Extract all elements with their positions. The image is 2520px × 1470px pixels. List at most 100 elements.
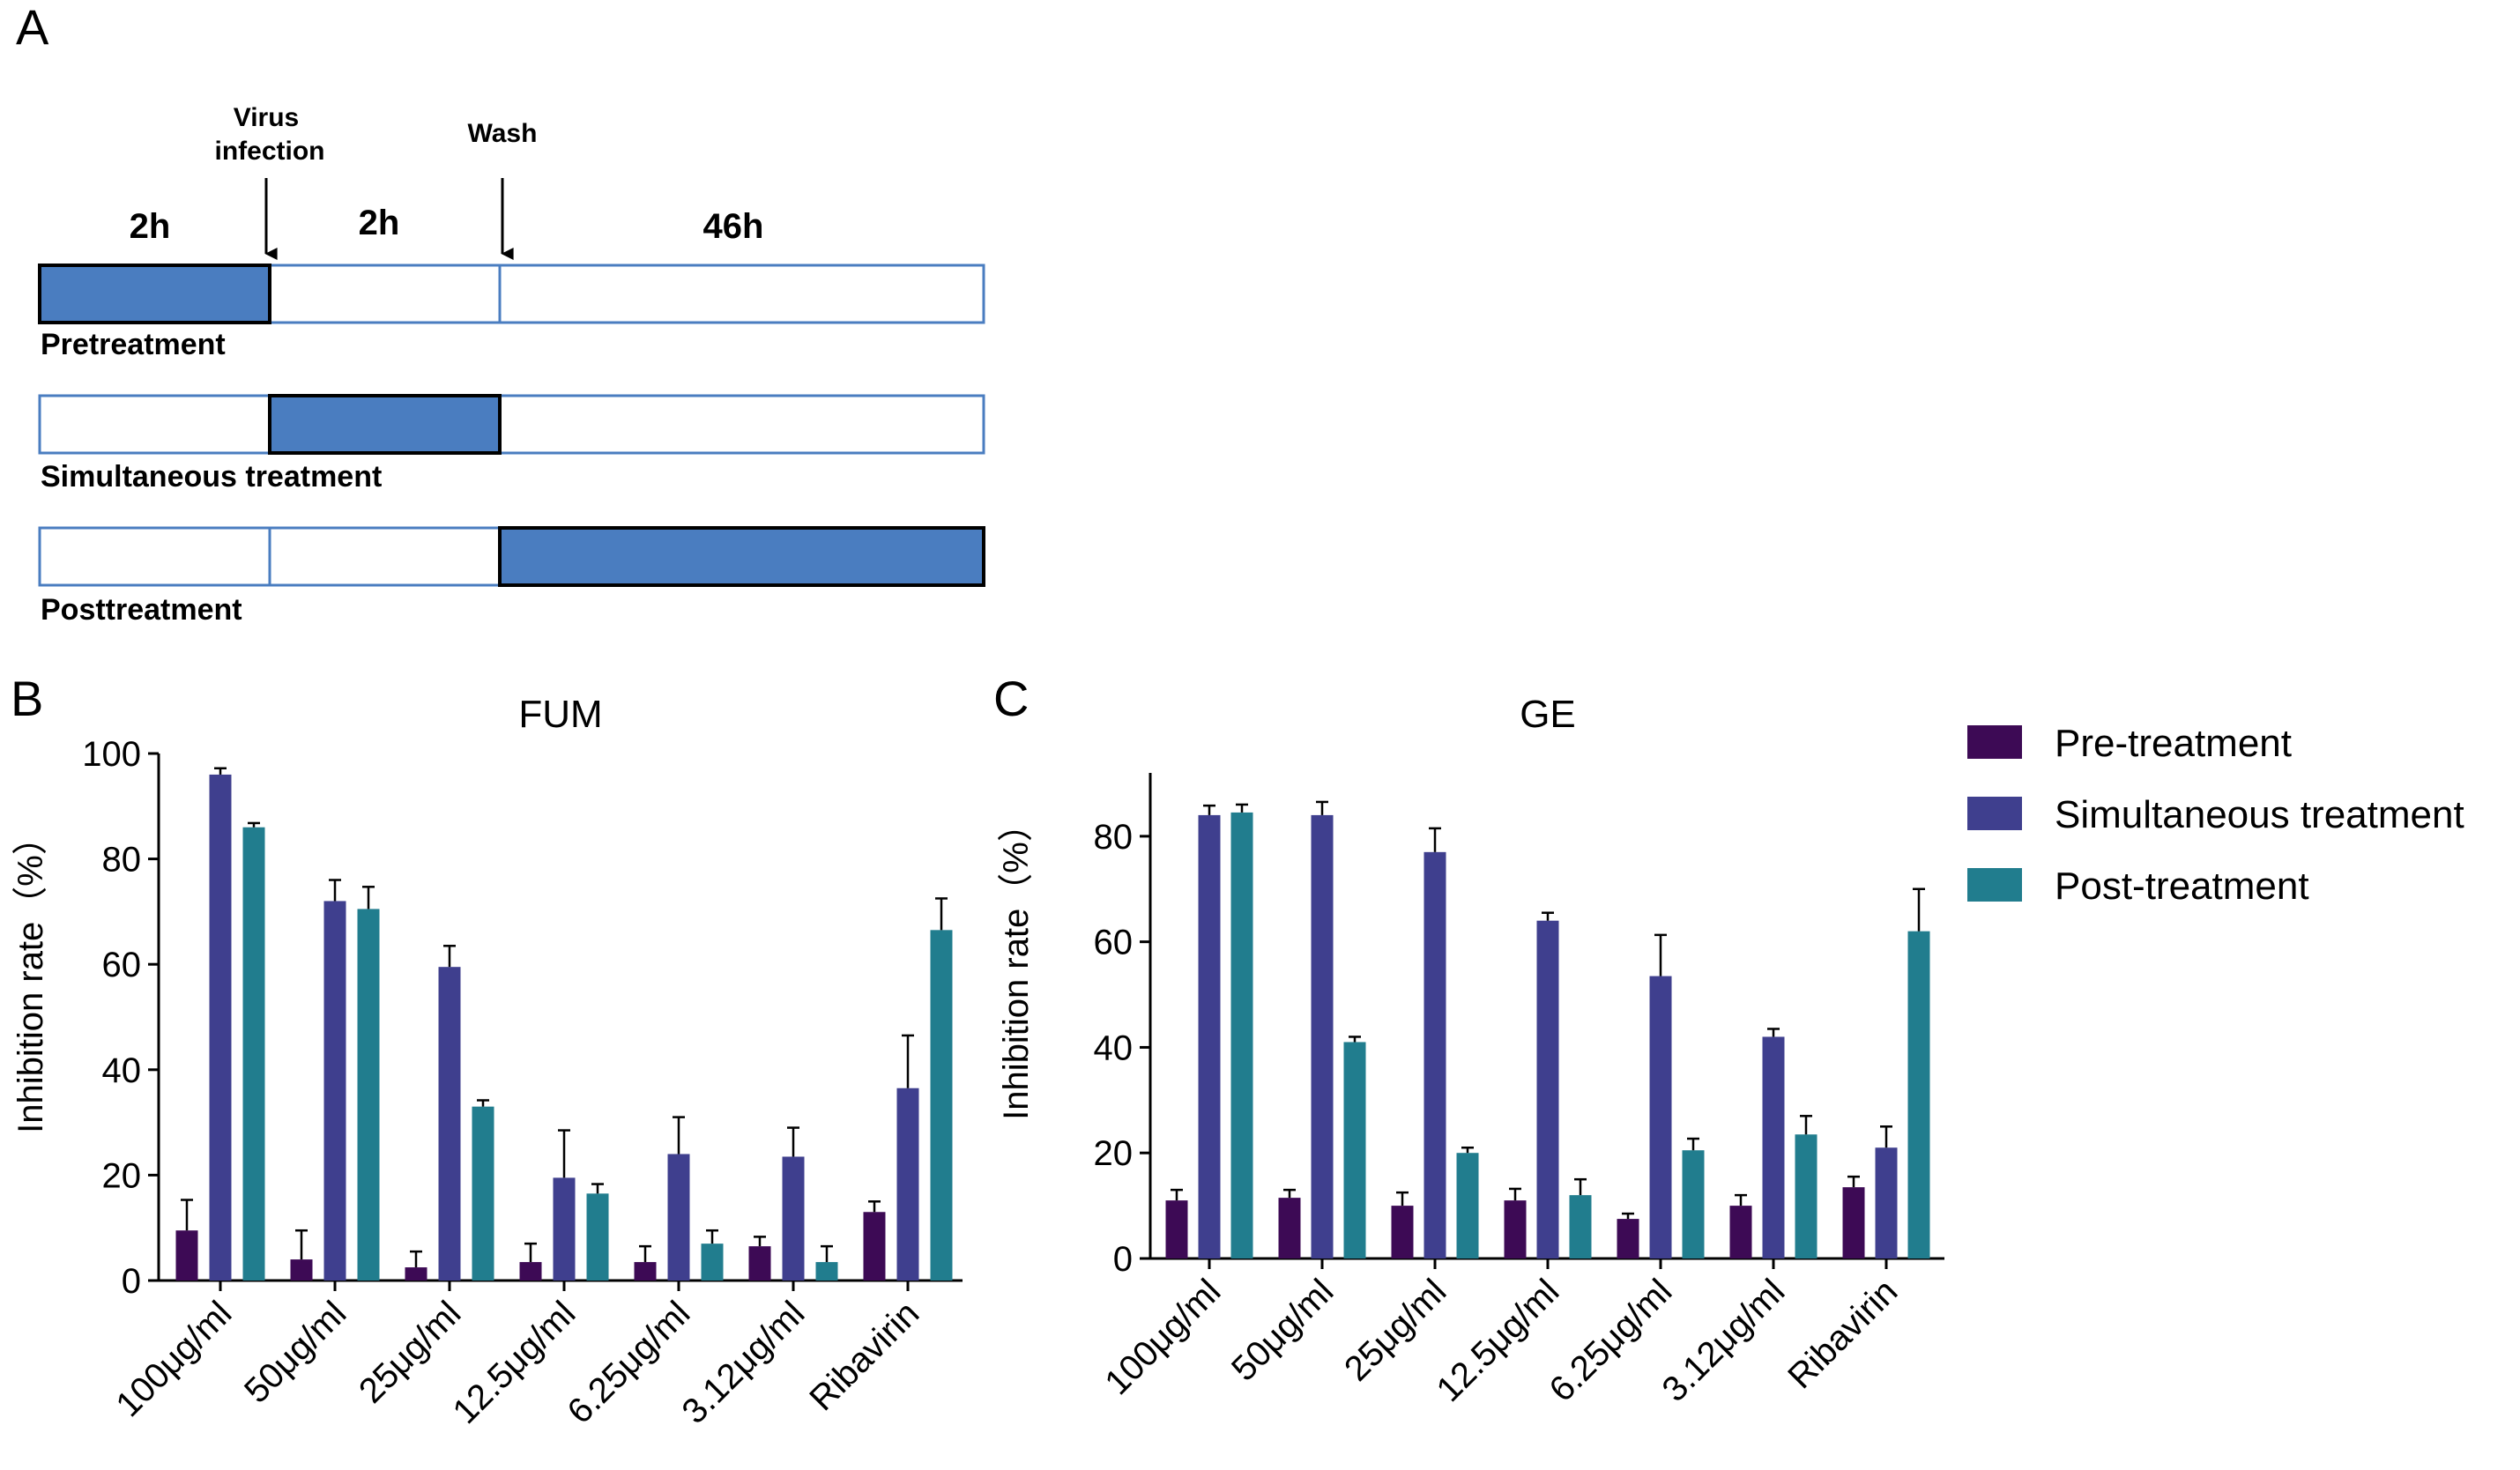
x-tick-label: 25μg/ml bbox=[352, 1294, 468, 1410]
bar-simultaneous-treatment-6-25-g-ml bbox=[667, 1154, 690, 1281]
bar-post-treatment-12-5-g-ml bbox=[1569, 1195, 1592, 1258]
x-tick-label: 25μg/ml bbox=[1337, 1272, 1453, 1388]
panel-b: B FUM Inhibition rate（%） 0 20 40 60 80 100 100… bbox=[11, 671, 963, 1431]
bar-post-treatment-6-25-g-ml bbox=[1682, 1150, 1705, 1258]
bar-post-treatment-3-12-g-ml bbox=[815, 1262, 838, 1281]
chart-c-ylabel: Inhibition rate（%） bbox=[997, 806, 1036, 1120]
bar-simultaneous-treatment-3-12-g-ml bbox=[1762, 1036, 1785, 1258]
bar-simultaneous-treatment-ribavirin bbox=[896, 1088, 919, 1281]
chart-b-ylabel: Inhibition rate（%） bbox=[11, 820, 50, 1133]
timeline-row-pretreatment: Pretreatment bbox=[38, 264, 985, 361]
duration-1: 2h bbox=[130, 207, 171, 246]
legend: Pre-treatment Simultaneous treatment Pos… bbox=[1967, 722, 2464, 908]
legend-swatch-simultaneous-treatment bbox=[1967, 797, 2022, 830]
timeline-segment bbox=[268, 526, 502, 587]
bar-simultaneous-treatment-12-5-g-ml bbox=[1536, 920, 1559, 1258]
chart-b: 0 20 40 60 80 100 100μg/ml50μg/ml25μg/ml12.5μg… bbox=[82, 735, 963, 1431]
wash-label: Wash bbox=[468, 119, 538, 148]
timeline-treatment-segment bbox=[268, 394, 502, 455]
chart-b-title: FUM bbox=[518, 693, 602, 736]
timeline-segment bbox=[38, 394, 271, 455]
x-tick-label: 50μg/ml bbox=[237, 1294, 353, 1410]
legend-label-simultaneous-treatment: Simultaneous treatment bbox=[2055, 793, 2464, 836]
timeline-treatment-segment bbox=[38, 264, 271, 324]
x-tick-label: 50μg/ml bbox=[1224, 1272, 1341, 1388]
timeline-row-label: Posttreatment bbox=[41, 593, 242, 627]
bar-pre-treatment-50-g-ml bbox=[1278, 1198, 1301, 1258]
y-tick-label: 60 bbox=[1094, 924, 1134, 962]
bar-pre-treatment-25-g-ml bbox=[1391, 1206, 1414, 1258]
timeline-treatment-segment bbox=[498, 526, 985, 587]
bar-post-treatment-6-25-g-ml bbox=[701, 1244, 724, 1281]
timeline-row-simultaneous-treatment: Simultaneous treatment bbox=[38, 394, 985, 494]
y-tick-label: 40 bbox=[102, 1051, 142, 1090]
bar-pre-treatment-50-g-ml bbox=[290, 1259, 313, 1281]
bar-pre-treatment-3-12-g-ml bbox=[748, 1246, 771, 1281]
bar-pre-treatment-ribavirin bbox=[863, 1212, 886, 1281]
bar-post-treatment-ribavirin bbox=[1907, 931, 1930, 1258]
duration-3: 46h bbox=[703, 207, 764, 246]
bar-post-treatment-50-g-ml bbox=[1343, 1042, 1366, 1258]
y-tick-label: 20 bbox=[1094, 1134, 1134, 1173]
bar-pre-treatment-12-5-g-ml bbox=[519, 1262, 542, 1281]
bar-simultaneous-treatment-25-g-ml bbox=[1424, 851, 1446, 1258]
x-tick-label: 6.25μg/ml bbox=[1542, 1272, 1679, 1409]
x-tick-label: 100μg/ml bbox=[108, 1294, 239, 1424]
bar-pre-treatment-12-5-g-ml bbox=[1504, 1200, 1527, 1258]
bar-simultaneous-treatment-100-g-ml bbox=[209, 774, 232, 1281]
legend-swatch-pre-treatment bbox=[1967, 725, 2022, 759]
panel-c: C GE Inhibition rate（%） 0 20 40 60 80 100μg/m… bbox=[993, 671, 1944, 1409]
x-tick-label: 100μg/ml bbox=[1097, 1272, 1228, 1402]
bar-pre-treatment-100-g-ml bbox=[175, 1230, 198, 1281]
bar-post-treatment-25-g-ml bbox=[472, 1106, 494, 1281]
bar-simultaneous-treatment-6-25-g-ml bbox=[1649, 976, 1672, 1258]
panel-a: A Virus infection Wash 2h 2h 46h Pretrea… bbox=[16, 0, 985, 627]
x-tick-label: Ribavirin bbox=[802, 1294, 926, 1418]
bar-simultaneous-treatment-100-g-ml bbox=[1198, 814, 1221, 1258]
bar-simultaneous-treatment-25-g-ml bbox=[438, 967, 461, 1281]
bar-pre-treatment-100-g-ml bbox=[1165, 1200, 1188, 1258]
x-tick-label: 6.25μg/ml bbox=[560, 1294, 697, 1431]
bar-post-treatment-50-g-ml bbox=[357, 909, 380, 1281]
bar-simultaneous-treatment-3-12-g-ml bbox=[782, 1156, 805, 1281]
legend-label-pre-treatment: Pre-treatment bbox=[2055, 722, 2292, 765]
bar-post-treatment-ribavirin bbox=[930, 930, 953, 1281]
timeline-rows: Pretreatment Simultaneous treatment Posttr… bbox=[38, 264, 985, 627]
timeline-row-label: Simultaneous treatment bbox=[41, 460, 382, 494]
timeline-row-label: Pretreatment bbox=[41, 328, 226, 361]
y-tick-label: 80 bbox=[102, 841, 142, 880]
x-tick-label: 3.12μg/ml bbox=[1654, 1272, 1792, 1409]
y-tick-label: 0 bbox=[1113, 1240, 1133, 1279]
bar-pre-treatment-ribavirin bbox=[1842, 1187, 1865, 1258]
y-tick-label: 40 bbox=[1094, 1028, 1134, 1067]
bar-post-treatment-3-12-g-ml bbox=[1795, 1134, 1818, 1258]
bar-post-treatment-100-g-ml bbox=[1230, 812, 1253, 1258]
bar-simultaneous-treatment-50-g-ml bbox=[1311, 814, 1334, 1258]
bar-simultaneous-treatment-ribavirin bbox=[1875, 1147, 1898, 1258]
x-tick-label: 12.5μg/ml bbox=[445, 1294, 583, 1431]
x-tick-label: 12.5μg/ml bbox=[1429, 1272, 1566, 1409]
panel-b-letter: B bbox=[11, 671, 43, 726]
bar-pre-treatment-3-12-g-ml bbox=[1729, 1206, 1752, 1258]
y-tick-label: 60 bbox=[102, 946, 142, 984]
chart-c: 0 20 40 60 80 100μg/ml50μg/ml25μg/ml12.5μg/ml… bbox=[1094, 773, 1944, 1409]
y-tick-label: 0 bbox=[122, 1262, 141, 1301]
timeline-segment bbox=[38, 526, 271, 587]
virus-infection-label-line1: Virus bbox=[234, 103, 300, 132]
virus-infection-label-line2: infection bbox=[215, 137, 325, 166]
chart-c-title: GE bbox=[1520, 693, 1576, 736]
bar-pre-treatment-6-25-g-ml bbox=[634, 1262, 657, 1281]
legend-swatch-post-treatment bbox=[1967, 868, 2022, 902]
panel-c-letter: C bbox=[993, 671, 1029, 726]
timeline-segment bbox=[498, 394, 985, 455]
bar-pre-treatment-25-g-ml bbox=[405, 1267, 427, 1281]
bar-pre-treatment-6-25-g-ml bbox=[1617, 1219, 1639, 1258]
bar-simultaneous-treatment-12-5-g-ml bbox=[553, 1177, 576, 1281]
bar-simultaneous-treatment-50-g-ml bbox=[323, 901, 346, 1281]
panel-a-letter: A bbox=[16, 0, 49, 55]
timeline-row-posttreatment: Posttreatment bbox=[38, 526, 985, 627]
bar-post-treatment-100-g-ml bbox=[242, 827, 265, 1281]
bar-post-treatment-12-5-g-ml bbox=[586, 1193, 609, 1281]
y-tick-label: 80 bbox=[1094, 818, 1134, 857]
